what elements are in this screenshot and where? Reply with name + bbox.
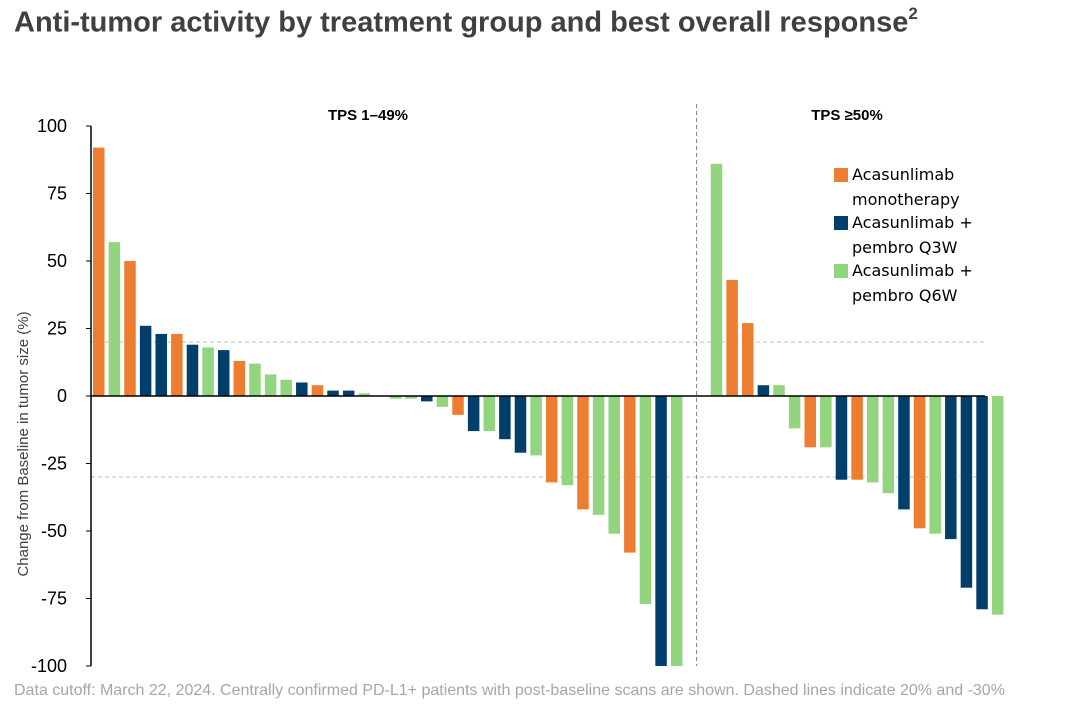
bar-monotherapy	[124, 261, 136, 396]
bar-q3w	[155, 333, 167, 396]
page-title: Anti-tumor activity by treatment group a…	[14, 4, 918, 40]
bar-q6w	[991, 396, 1004, 615]
bar-monotherapy	[577, 396, 589, 510]
bar-q6w	[530, 396, 542, 456]
legend-swatch-q3w	[834, 216, 848, 230]
bar-q6w	[280, 379, 292, 396]
bar-monotherapy	[624, 396, 636, 553]
bar-q6w	[866, 396, 879, 483]
y-tick-label: -75	[41, 589, 67, 609]
bar-q6w	[773, 385, 785, 396]
bar-q3w	[945, 396, 957, 540]
bar-q3w	[514, 396, 527, 453]
bar-q6w	[108, 242, 121, 396]
bar-monotherapy	[452, 396, 464, 415]
panel-label: TPS ≥50%	[811, 107, 883, 124]
y-tick-label: 75	[47, 184, 67, 204]
bar-q6w	[436, 396, 449, 407]
bar-q6w	[592, 396, 605, 515]
y-axis-label: Change from Baseline in tumor size (%)	[15, 311, 32, 576]
bar-monotherapy	[742, 323, 754, 396]
y-tick-label: 100	[37, 116, 67, 136]
legend-label: Acasunlimab	[852, 165, 954, 184]
bar-q3w	[342, 390, 355, 396]
y-tick-label: 0	[57, 386, 67, 406]
legend-label: Acasunlimab +	[852, 261, 973, 280]
bar-monotherapy	[804, 396, 816, 448]
legend-label: pembro Q6W	[852, 286, 958, 305]
bar-q3w	[186, 344, 199, 396]
waterfall-chart: TPS 1–49% TPS ≥50% 100 75 50 25 0 -25 -50 -75 -100…	[15, 104, 1004, 676]
bar-q3w	[139, 325, 152, 396]
page-title-text: Anti-tumor activity by treatment group a…	[14, 6, 909, 39]
bar-q6w	[561, 396, 574, 486]
bar-q6w	[264, 374, 277, 396]
bar-q6w	[788, 396, 801, 429]
bar-q3w	[421, 396, 433, 402]
bar-q6w	[929, 396, 941, 534]
legend-label: monotherapy	[852, 190, 960, 209]
bar-q6w	[820, 396, 832, 448]
bar-monotherapy	[726, 279, 738, 396]
bar-q3w	[757, 385, 770, 396]
y-tick-label: -100	[31, 656, 67, 676]
page-title-superscript: 2	[908, 4, 918, 23]
bar-q3w	[217, 350, 230, 396]
bar-q3w	[898, 396, 910, 510]
bar-q6w	[202, 347, 214, 396]
bar-monotherapy	[851, 396, 863, 480]
bar-q6w	[249, 363, 261, 396]
bar-q6w	[608, 396, 620, 534]
legend-label: pembro Q3W	[852, 238, 958, 257]
bar-monotherapy	[171, 333, 183, 396]
bar-q3w	[467, 396, 480, 432]
bar-q3w	[327, 390, 339, 396]
bar-q6w	[405, 396, 417, 399]
bar-q6w	[710, 163, 723, 396]
bar-q3w	[499, 396, 511, 440]
y-tick-label: 25	[47, 319, 67, 339]
panel-label: TPS 1–49%	[328, 107, 408, 124]
bar-q6w	[639, 396, 652, 604]
bar-q3w	[835, 396, 848, 480]
bar-q6w	[358, 393, 371, 396]
bar-monotherapy	[233, 360, 246, 396]
bar-q6w	[483, 396, 495, 432]
bar-q3w	[296, 382, 308, 396]
legend-label: Acasunlimab +	[852, 213, 973, 232]
bar-q6w	[670, 396, 683, 666]
legend-swatch-q6w	[834, 264, 848, 278]
legend-swatch-monotherapy	[834, 168, 848, 182]
bar-monotherapy	[913, 396, 926, 529]
y-tick-label: -25	[41, 454, 67, 474]
y-tick-label: 50	[47, 251, 67, 271]
bar-q3w	[960, 396, 973, 588]
bar-q3w	[655, 396, 667, 666]
bar-q6w	[882, 396, 895, 494]
bar-monotherapy	[93, 147, 105, 396]
bar-q3w	[976, 396, 988, 610]
bar-monotherapy	[545, 396, 558, 483]
y-tick-label: -50	[41, 521, 67, 541]
bar-q6w	[389, 396, 402, 399]
bar-monotherapy	[311, 385, 324, 396]
footnote: Data cutoff: March 22, 2024. Centrally c…	[14, 682, 1005, 699]
